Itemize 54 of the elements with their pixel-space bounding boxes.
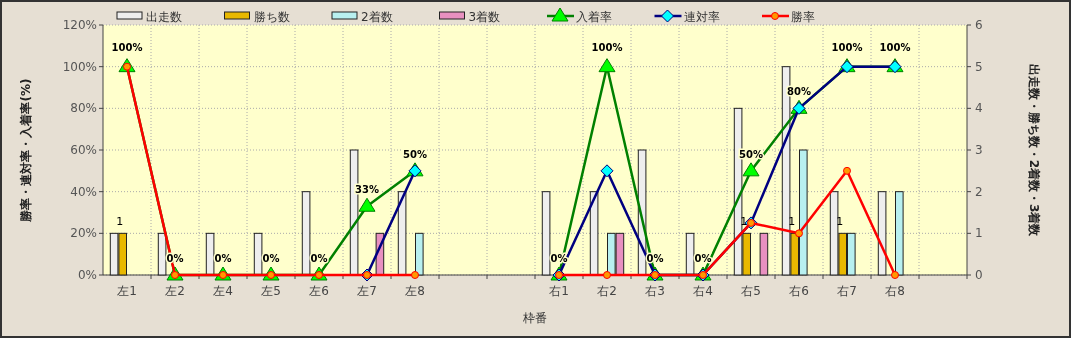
y-tick-label: 0%: [77, 268, 97, 282]
data-label: 100%: [591, 41, 623, 53]
y2-tick-label: 0: [975, 268, 983, 282]
x-tick-label: 右7: [837, 284, 857, 298]
data-label: 50%: [739, 148, 763, 160]
y2-tick-label: 5: [975, 59, 983, 74]
y-tick-label: 60%: [70, 143, 97, 157]
data-label: 1: [788, 215, 796, 229]
y2-tick-label: 1: [975, 226, 983, 241]
data-label: 100%: [111, 41, 143, 53]
data-label: 100%: [831, 41, 863, 53]
y2-tick-label: 2: [975, 184, 983, 199]
x-tick-label: 左1: [117, 284, 137, 298]
legend-label: 出走数: [146, 10, 182, 24]
x-tick-label: 左8: [405, 284, 425, 298]
data-label: 0%: [262, 253, 280, 264]
x-tick-label: 左2: [165, 284, 185, 298]
x-tick-label: 左5: [261, 284, 281, 298]
legend-label: 2着数: [361, 10, 393, 24]
y2-tick-label: 6: [975, 18, 983, 32]
x-tick-label: 右1: [549, 284, 569, 298]
x-tick-label: 右2: [597, 284, 617, 298]
data-label: 0%: [310, 253, 328, 264]
y2-tick-label: 4: [975, 101, 983, 116]
x-tick-label: 左7: [357, 284, 377, 298]
legend-label: 連対率: [683, 10, 720, 24]
data-label: 1: [116, 215, 124, 229]
data-label: 50%: [403, 148, 427, 160]
y2-axis-title: 出走数・勝ち数・2着数・3着数: [1027, 63, 1041, 238]
legend-label: 3着数: [468, 10, 501, 24]
data-label: 1: [836, 215, 844, 229]
x-tick-label: 左4: [213, 284, 233, 298]
y-axis-title: 勝率・連対率・入着率(%): [19, 78, 33, 223]
y-tick-label: 20%: [70, 226, 97, 241]
data-label: 80%: [787, 86, 811, 98]
y-tick-label: 120%: [62, 18, 97, 32]
x-tick-label: 左6: [309, 284, 329, 298]
legend-label: 勝率: [791, 10, 815, 24]
x-tick-label: 右4: [693, 284, 713, 298]
x-tick-label: 右6: [789, 284, 809, 298]
data-label: 0%: [214, 253, 232, 264]
data-label: 1: [740, 215, 748, 229]
y-tick-label: 100%: [62, 59, 97, 74]
legend-label: 勝ち数: [253, 10, 290, 24]
y2-tick-label: 3: [975, 143, 983, 157]
x-tick-label: 右8: [885, 284, 905, 298]
x-tick-label: 右5: [741, 284, 761, 298]
legend-label: 入着率: [576, 10, 612, 24]
x-tick-label: 右3: [645, 284, 665, 298]
y-tick-label: 80%: [70, 101, 97, 116]
data-label: 100%: [879, 41, 911, 53]
x-axis-title: 枠番: [522, 311, 547, 325]
data-label: 33%: [355, 184, 379, 196]
y-tick-label: 40%: [70, 184, 97, 199]
